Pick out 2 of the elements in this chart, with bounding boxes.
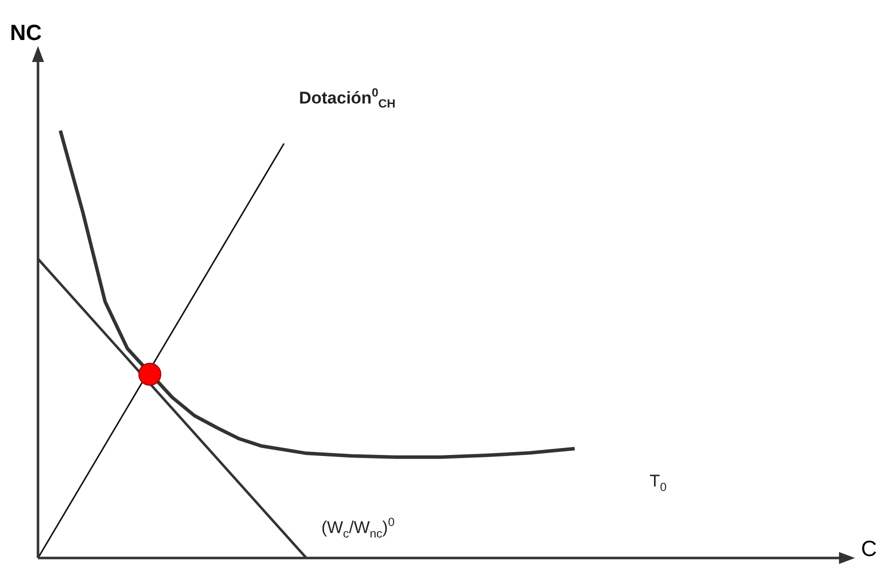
x-axis-title: C <box>861 536 877 561</box>
y-axis-title: NC <box>10 20 42 45</box>
